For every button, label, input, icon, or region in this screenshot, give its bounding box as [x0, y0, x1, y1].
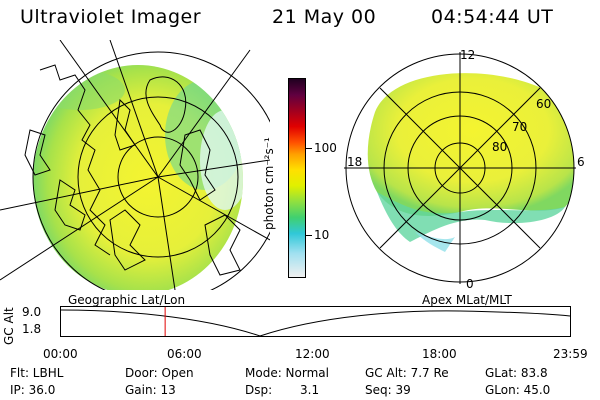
timeline-xtick-0600: 06:00 — [167, 347, 202, 361]
mlat-label-70: 70 — [512, 120, 528, 134]
ip-status: IP: 36.0 — [10, 383, 56, 397]
colorbar-unit-label: photon cm⁻²s⁻¹ — [262, 137, 276, 230]
colorbar-label-100: 100 — [314, 141, 337, 155]
mlat-label-80: 80 — [492, 140, 508, 154]
intensity-colorbar — [288, 78, 306, 278]
glon-status: GLon: 45.0 — [485, 383, 551, 397]
polar-grid — [344, 52, 576, 284]
timeline-axis-title: GC Alt — [2, 307, 16, 345]
door-status: Door: Open — [125, 366, 194, 380]
mlt-label-0: 0 — [466, 277, 474, 291]
mlt-label-12: 12 — [460, 48, 476, 62]
mlat-label-60: 60 — [536, 97, 552, 111]
gain-status: Gain: 13 — [125, 383, 176, 397]
geographic-latlon-label: Geographic Lat/Lon — [68, 293, 186, 307]
timeline-ytick-low: 1.8 — [22, 322, 42, 336]
timeline-xtick-1200: 12:00 — [295, 347, 330, 361]
timeline-frame — [60, 306, 571, 337]
altitude-timeline — [60, 306, 571, 337]
glat-status: GLat: 83.8 — [485, 366, 548, 380]
time-label: 04:54:44 UT — [431, 6, 554, 28]
instrument-title: Ultraviolet Imager — [20, 6, 202, 28]
filter-status: Flt: LBHL — [10, 366, 64, 380]
auroral-oval — [367, 73, 574, 252]
date-label: 21 May 00 — [272, 6, 377, 28]
altitude-curve — [60, 309, 571, 337]
timeline-xtick-1800: 18:00 — [422, 347, 457, 361]
seq-status: Seq: 39 — [365, 383, 411, 397]
gc-alt-status: GC Alt: 7.7 Re — [365, 366, 449, 380]
mlt-label-6: 6 — [577, 155, 585, 169]
graticule — [0, 40, 270, 290]
timeline-xtick-0000: 00:00 — [43, 347, 78, 361]
dsp-label: Dsp: — [245, 383, 273, 397]
mode-status: Mode: Normal — [245, 366, 329, 380]
colorbar-tick-100 — [306, 148, 312, 149]
timeline-ytick-high: 9.0 — [22, 305, 42, 319]
timeline-xtick-2359: 23:59 — [553, 347, 588, 361]
colorbar-label-10: 10 — [314, 228, 330, 242]
geographic-image-panel — [0, 40, 270, 290]
dsp-value: 3.1 — [300, 383, 320, 397]
mlt-label-18: 18 — [347, 155, 363, 169]
apex-mlat-mlt-label: Apex MLat/MLT — [422, 293, 512, 307]
colorbar-tick-10 — [306, 235, 312, 236]
coastlines — [24, 64, 241, 276]
polar-image-panel — [344, 52, 576, 284]
